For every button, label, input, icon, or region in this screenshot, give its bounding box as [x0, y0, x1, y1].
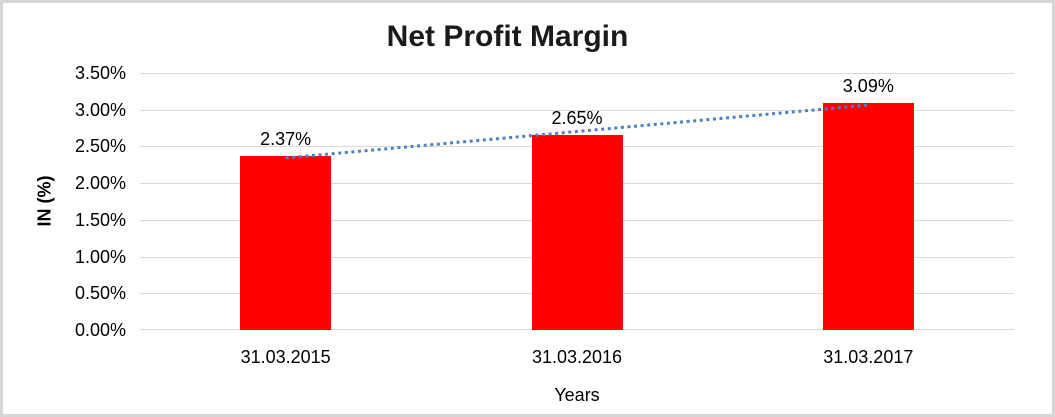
chart-title: Net Profit Margin: [386, 20, 629, 53]
y-axis-tick-labels: 0.00% 0.50% 1.00% 1.50% 2.00% 2.50% 3.00% 3.50%: [0, 63, 126, 340]
bar-data-label: 2.65%: [551, 108, 603, 129]
x-tick-label: 31.03.2017: [823, 347, 914, 367]
gridline: [140, 110, 1014, 111]
bar-data-label: 2.37%: [260, 128, 312, 149]
bar-31.03.2015: [240, 155, 332, 330]
x-tick-label: 31.03.2016: [531, 347, 623, 367]
y-tick-label: 0.00%: [74, 320, 126, 340]
bar-31.03.2016: [531, 135, 623, 330]
y-tick-label: 3.50%: [74, 63, 126, 83]
trendline: [285, 103, 869, 160]
y-tick-label: 2.50%: [74, 136, 126, 157]
y-tick-label: 1.50%: [74, 209, 126, 230]
y-tick-label: 1.00%: [74, 246, 126, 267]
trendline-path: [285, 103, 869, 160]
x-axis-tick-labels: 31.03.2015 31.03.2016 31.03.2017: [140, 347, 1014, 369]
bar-31.03.2017: [822, 103, 914, 330]
plot-area: 2.37% 2.65% 3.09%: [140, 73, 1014, 330]
y-tick-label: 2.00%: [74, 173, 126, 194]
bar-data-label: 3.09%: [842, 76, 894, 97]
x-tick-label: 31.03.2015: [240, 347, 331, 367]
y-tick-label: 3.00%: [74, 99, 126, 120]
x-axis-title: Years: [554, 385, 600, 405]
y-tick-label: 0.50%: [74, 283, 126, 304]
gridline: [140, 73, 1014, 74]
